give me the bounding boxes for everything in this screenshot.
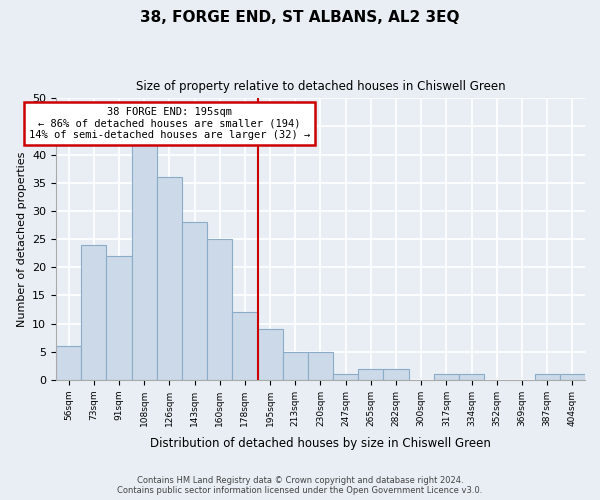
Bar — [434, 374, 459, 380]
Bar — [358, 368, 383, 380]
Bar — [157, 177, 182, 380]
Bar — [257, 329, 283, 380]
Bar — [308, 352, 333, 380]
Title: Size of property relative to detached houses in Chiswell Green: Size of property relative to detached ho… — [136, 80, 505, 93]
Text: 38 FORGE END: 195sqm
← 86% of detached houses are smaller (194)
14% of semi-deta: 38 FORGE END: 195sqm ← 86% of detached h… — [29, 107, 310, 140]
X-axis label: Distribution of detached houses by size in Chiswell Green: Distribution of detached houses by size … — [150, 437, 491, 450]
Bar — [535, 374, 560, 380]
Bar — [232, 312, 257, 380]
Bar — [182, 222, 207, 380]
Bar — [56, 346, 81, 380]
Y-axis label: Number of detached properties: Number of detached properties — [17, 152, 26, 326]
Bar — [81, 244, 106, 380]
Bar — [459, 374, 484, 380]
Text: 38, FORGE END, ST ALBANS, AL2 3EQ: 38, FORGE END, ST ALBANS, AL2 3EQ — [140, 10, 460, 25]
Bar — [131, 144, 157, 380]
Text: Contains HM Land Registry data © Crown copyright and database right 2024.
Contai: Contains HM Land Registry data © Crown c… — [118, 476, 482, 495]
Bar — [333, 374, 358, 380]
Bar — [207, 239, 232, 380]
Bar — [106, 256, 131, 380]
Bar — [283, 352, 308, 380]
Bar — [383, 368, 409, 380]
Bar — [560, 374, 585, 380]
